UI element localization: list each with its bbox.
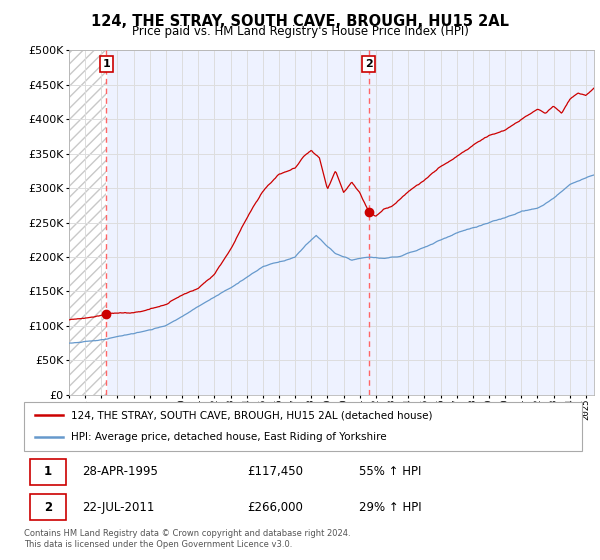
Text: 22-JUL-2011: 22-JUL-2011 [83, 501, 155, 514]
Text: 29% ↑ HPI: 29% ↑ HPI [359, 501, 421, 514]
Text: 2: 2 [365, 59, 373, 69]
Bar [69, 50, 106, 395]
Text: 124, THE STRAY, SOUTH CAVE, BROUGH, HU15 2AL (detached house): 124, THE STRAY, SOUTH CAVE, BROUGH, HU15… [71, 410, 433, 421]
Text: 124, THE STRAY, SOUTH CAVE, BROUGH, HU15 2AL: 124, THE STRAY, SOUTH CAVE, BROUGH, HU15… [91, 14, 509, 29]
Text: 1: 1 [103, 59, 110, 69]
Text: HPI: Average price, detached house, East Riding of Yorkshire: HPI: Average price, detached house, East… [71, 432, 387, 442]
Text: 1: 1 [44, 465, 52, 478]
Bar [69, 50, 106, 395]
Text: 2: 2 [44, 501, 52, 514]
Text: £117,450: £117,450 [247, 465, 303, 478]
Text: 55% ↑ HPI: 55% ↑ HPI [359, 465, 421, 478]
Bar [29, 459, 66, 484]
Text: Price paid vs. HM Land Registry's House Price Index (HPI): Price paid vs. HM Land Registry's House … [131, 25, 469, 38]
Bar [29, 494, 66, 520]
Text: £266,000: £266,000 [247, 501, 303, 514]
Text: Contains HM Land Registry data © Crown copyright and database right 2024.
This d: Contains HM Land Registry data © Crown c… [24, 529, 350, 549]
Text: 28-APR-1995: 28-APR-1995 [83, 465, 158, 478]
